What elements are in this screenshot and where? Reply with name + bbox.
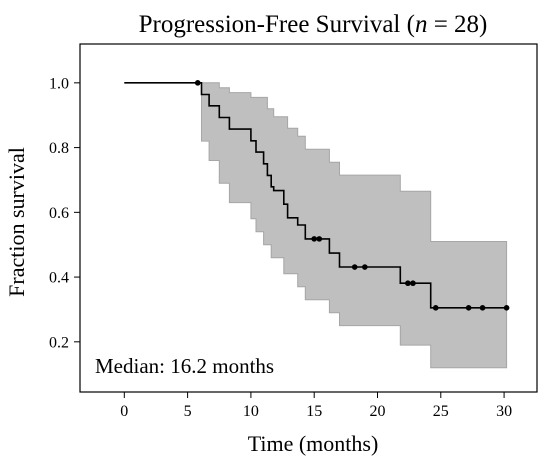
- chart-title: Progression-Free Survival (n = 28): [139, 11, 488, 38]
- censor-mark: [503, 305, 510, 311]
- x-axis-label: Time (months): [248, 431, 379, 456]
- x-axis-ticks: 0 5 10 15 20 25 30: [120, 392, 512, 420]
- x-tick-label: 10: [243, 403, 259, 420]
- censor-mark: [311, 236, 317, 242]
- censor-mark: [316, 236, 323, 242]
- censor-mark: [465, 305, 472, 311]
- x-tick-label: 0: [120, 403, 128, 420]
- censor-mark: [194, 80, 201, 86]
- confidence-band: [124, 82, 508, 369]
- censor-mark: [479, 305, 486, 311]
- censor-marks: [194, 80, 510, 311]
- x-tick-label: 30: [496, 403, 512, 420]
- y-tick-label: 0.6: [49, 205, 69, 222]
- x-tick-label: 20: [369, 403, 385, 420]
- plot-area: [124, 80, 510, 369]
- y-tick-label: 1.0: [49, 75, 69, 92]
- survival-curve: [124, 82, 507, 309]
- x-tick-label: 15: [306, 403, 322, 420]
- y-axis-ticks: 0.2 0.4 0.6 0.8 1.0: [49, 75, 80, 351]
- y-tick-label: 0.8: [49, 140, 69, 157]
- median-annotation: Median: 16.2 months: [95, 354, 274, 378]
- y-axis-label: Fraction survival: [4, 147, 29, 297]
- x-tick-label: 25: [433, 403, 449, 420]
- y-tick-label: 0.2: [49, 334, 69, 351]
- x-tick-label: 5: [184, 403, 192, 420]
- censor-mark: [362, 264, 368, 270]
- censor-mark: [432, 305, 439, 311]
- censor-mark: [410, 280, 416, 287]
- y-tick-label: 0.4: [49, 270, 69, 287]
- censor-mark: [405, 280, 411, 287]
- plot-frame: [79, 43, 538, 393]
- censor-mark: [351, 264, 358, 270]
